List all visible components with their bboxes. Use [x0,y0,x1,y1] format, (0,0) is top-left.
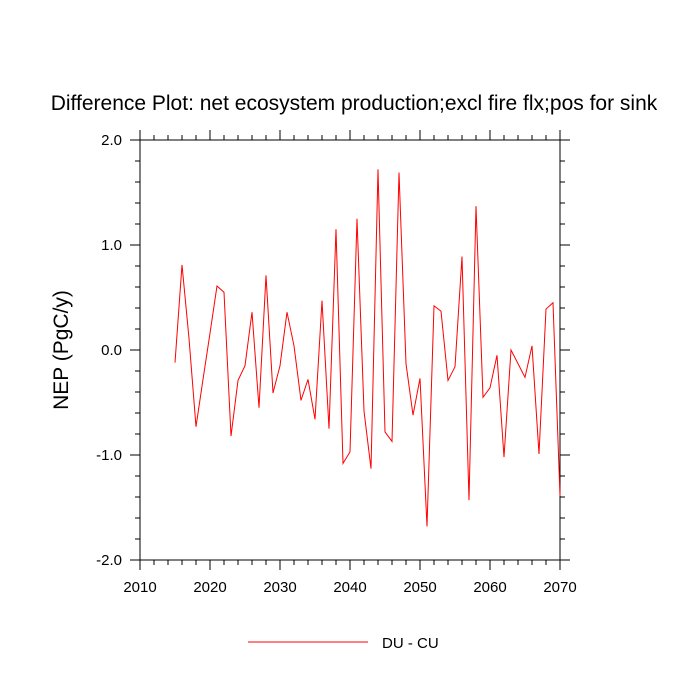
series-line-du-cu [174,169,561,527]
legend-label-du-cu: DU - CU [382,635,439,652]
legend: DU - CU [248,635,439,652]
x-tick-label-2060: 2060 [473,579,506,596]
x-tick-label-2070: 2070 [543,579,576,596]
plot-area: 2010 2020 2030 2040 2050 2060 2070 -2.0 -1.0 0.0 1… [96,130,577,596]
x-tick-label-2050: 2050 [403,579,436,596]
x-tick-label-2030: 2030 [263,579,296,596]
plot-frame [139,139,561,561]
y-tick-label--1.0: -1.0 [96,447,122,464]
chart-title: Difference Plot: net ecosystem productio… [51,92,658,115]
y-tick-label-2.0: 2.0 [101,132,122,149]
x-tick-label-2040: 2040 [333,579,366,596]
y-axis-label: NEP (PgC/y) [50,290,73,410]
y-tick-label--2.0: -2.0 [96,552,122,569]
x-tick-label-2020: 2020 [193,579,226,596]
y-tick-label-1.0: 1.0 [101,237,122,254]
x-tick-label-2010: 2010 [123,579,156,596]
y-tick-label-0.0: 0.0 [101,342,122,359]
